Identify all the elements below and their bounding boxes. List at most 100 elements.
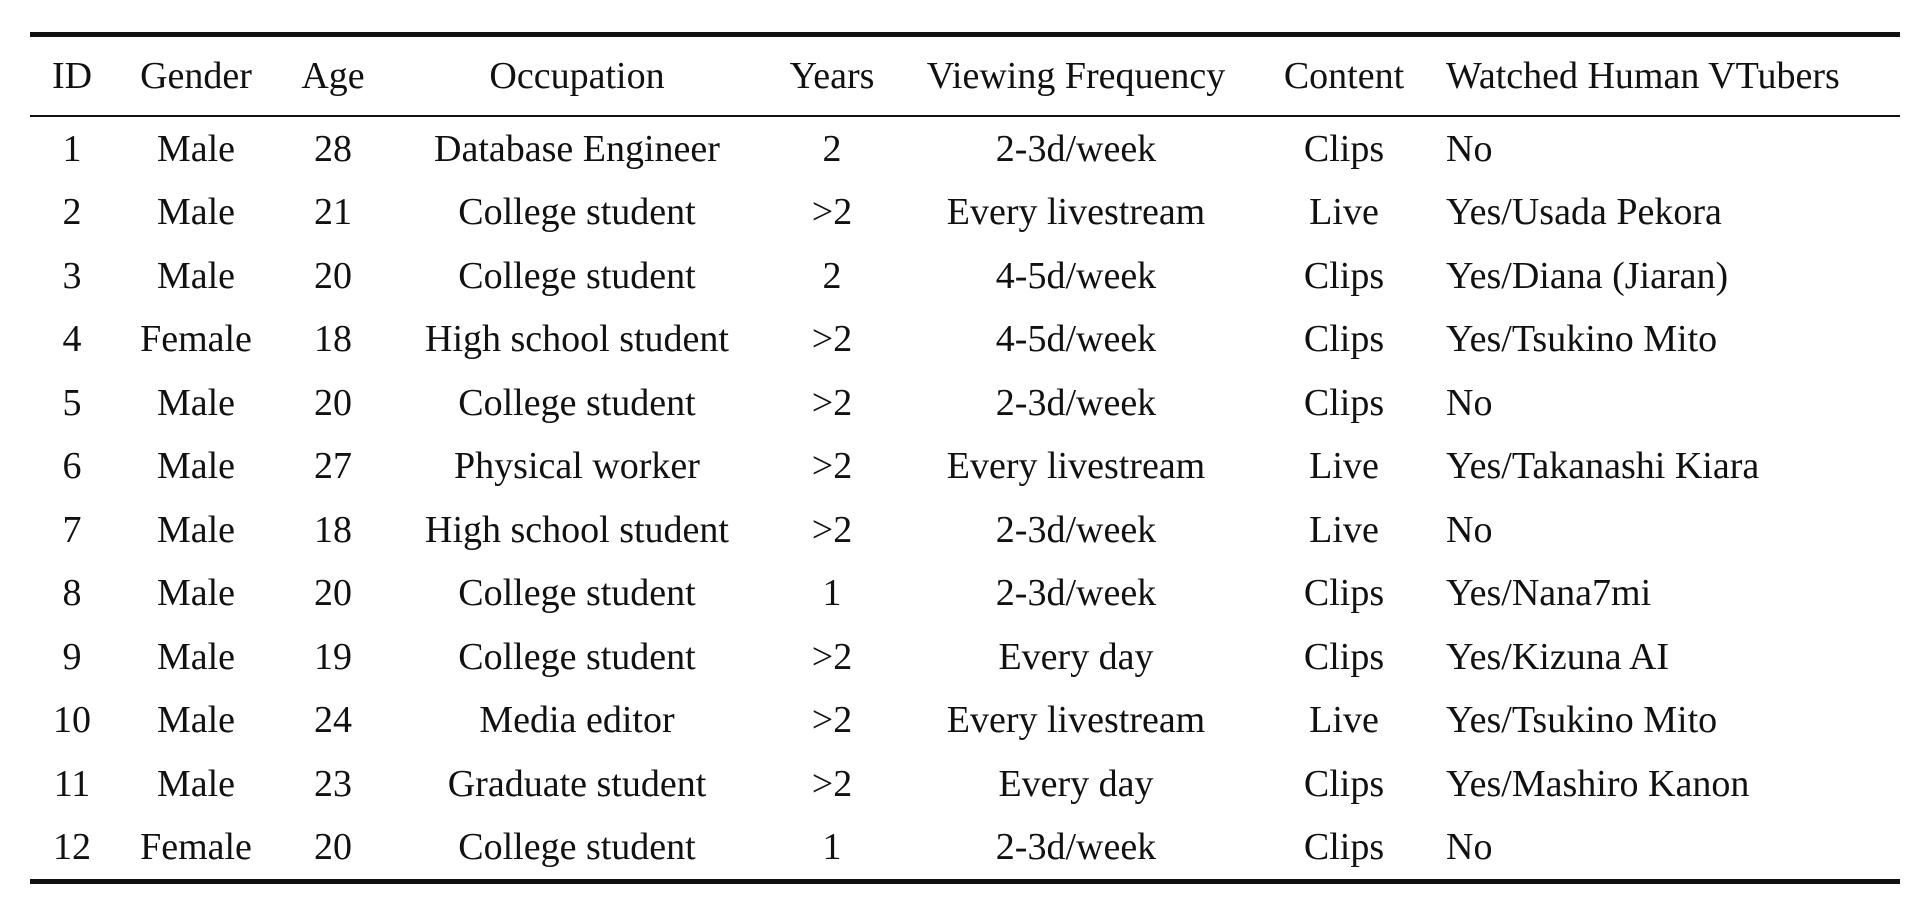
cell-watched-human-vtubers: Yes/Tsukino Mito [1446,318,1718,361]
table-row: 12 Female 20 College student 1 2-3d/week Clips… [30,815,1900,884]
cell-watched-human-vtubers: No [1446,381,1493,424]
cell-gender: Male [156,762,236,805]
cell-years: >2 [811,381,853,424]
cell-age: 20 [314,254,352,297]
cell-years: >2 [811,508,853,551]
cell-age: 23 [314,762,352,805]
cell-age: 19 [314,635,352,678]
cell-content: Clips [1303,572,1385,615]
cell-occupation: College student [458,381,696,424]
cell-content: Clips [1303,381,1385,424]
cell-years: >2 [811,191,853,234]
cell-content: Live [1309,699,1379,742]
table-row: 6 Male 27 Physical worker >2 Every livestream… [30,435,1900,499]
table-row: 7 Male 18 High school student >2 2-3d/week Liv… [30,498,1900,562]
cell-age: 20 [314,381,352,424]
cell-watched-human-vtubers: Yes/Nana7mi [1446,572,1652,615]
cell-occupation: High school student [425,318,729,361]
cell-years: >2 [811,318,853,361]
cell-years: >2 [811,445,853,488]
table-row: 4 Female 18 High school student >2 4-5d/week C… [30,308,1900,372]
cell-watched-human-vtubers: Yes/Tsukino Mito [1446,699,1718,742]
cell-years: >2 [811,635,853,678]
cell-gender: Male [156,381,236,424]
cell-years: 2 [822,254,842,297]
cell-occupation: College student [388,815,766,884]
cell-occupation: College student [458,191,696,234]
cell-content: Live [1309,445,1379,488]
table-row: 10 Male 24 Media editor >2 Every livestream Li… [30,689,1900,753]
cell-watched-human-vtubers: No [1434,815,1900,884]
cell-gender: Female [114,815,278,884]
header-age: Age [278,32,388,117]
cell-id: 9 [62,635,82,678]
cell-id: 6 [62,445,82,488]
cell-gender: Male [156,508,236,551]
cell-watched-human-vtubers: Yes/Takanashi Kiara [1446,445,1760,488]
header-years: Years [766,32,898,117]
cell-occupation: Media editor [479,699,675,742]
cell-gender: Male [156,254,236,297]
cell-content: Clips [1254,815,1434,884]
cell-age: 18 [314,508,352,551]
cell-viewing-frequency: Every day [998,762,1154,805]
cell-viewing-frequency: 2-3d/week [995,381,1157,424]
cell-content: Clips [1303,254,1385,297]
cell-age: 20 [278,815,388,884]
cell-occupation: College student [458,572,696,615]
cell-years: 1 [766,815,898,884]
cell-id: 12 [30,815,114,884]
cell-gender: Male [156,191,236,234]
cell-watched-human-vtubers: Yes/Diana (Jiaran) [1446,254,1729,297]
table-row: 2 Male 21 College student >2 Every livestream… [30,181,1900,245]
cell-gender: Male [156,699,236,742]
header-id: ID [30,32,114,117]
cell-viewing-frequency: Every livestream [946,699,1206,742]
header-occupation: Occupation [388,32,766,117]
cell-viewing-frequency: Every livestream [946,445,1206,488]
cell-watched-human-vtubers: No [1446,127,1493,170]
cell-id: 2 [62,191,82,234]
cell-occupation: College student [458,254,696,297]
cell-years: 1 [822,572,842,615]
cell-viewing-frequency: 4-5d/week [995,318,1157,361]
table-row: 3 Male 20 College student 2 4-5d/week Clips Yes… [30,244,1900,308]
table-row: 1 Male 28 Database Engineer 2 2-3d/week Clips N… [30,116,1900,181]
cell-content: Live [1309,191,1379,234]
cell-gender: Male [156,127,236,170]
cell-gender: Male [156,572,236,615]
header-watched-human-vtubers: Watched Human VTubers [1434,32,1900,117]
cell-watched-human-vtubers: Yes/Kizuna AI [1446,635,1670,678]
cell-years: >2 [811,699,853,742]
cell-age: 24 [314,699,352,742]
cell-watched-human-vtubers: No [1446,508,1493,551]
header-gender: Gender [114,32,278,117]
cell-gender: Female [140,318,252,361]
table-row: 5 Male 20 College student >2 2-3d/week Clips No [30,371,1900,435]
cell-id: 1 [62,127,82,170]
cell-viewing-frequency: 4-5d/week [995,254,1157,297]
cell-age: 20 [314,572,352,615]
cell-content: Clips [1303,318,1385,361]
cell-occupation: Physical worker [454,445,700,488]
cell-gender: Male [156,445,236,488]
cell-id: 5 [62,381,82,424]
cell-viewing-frequency: 2-3d/week [995,572,1157,615]
table-row: 8 Male 20 College student 1 2-3d/week Clips Yes… [30,562,1900,626]
cell-id: 10 [53,699,91,742]
cell-occupation: College student [458,635,696,678]
cell-gender: Male [156,635,236,678]
cell-age: 28 [314,127,352,170]
participant-table-container: ID Gender Age Occupation Years Viewing F… [30,32,1900,884]
cell-viewing-frequency: Every day [998,635,1154,678]
cell-years: 2 [822,127,842,170]
table-body: 1 Male 28 Database Engineer 2 2-3d/week Clips N… [30,116,1900,884]
cell-content: Clips [1303,635,1385,678]
cell-content: Clips [1303,762,1385,805]
cell-id: 4 [62,318,82,361]
cell-viewing-frequency: 2-3d/week [898,815,1254,884]
cell-viewing-frequency: 2-3d/week [995,127,1157,170]
cell-id: 3 [62,254,82,297]
header-viewing-frequency: Viewing Frequency [898,32,1254,117]
cell-id: 11 [53,762,91,805]
